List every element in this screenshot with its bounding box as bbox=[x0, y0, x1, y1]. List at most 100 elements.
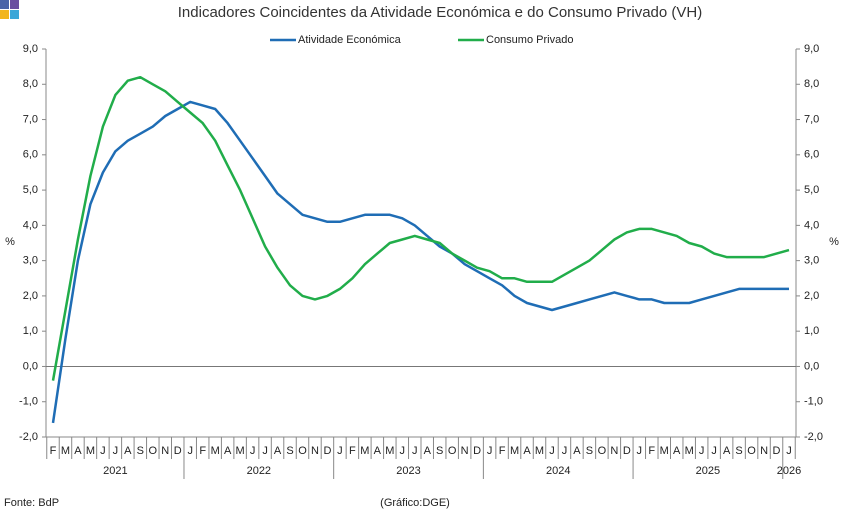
x-tick-label: F bbox=[648, 445, 655, 457]
x-tick-label: J bbox=[699, 445, 705, 457]
x-tick-label: J bbox=[187, 445, 193, 457]
legend-label: Atividade Económica bbox=[298, 34, 402, 46]
logo bbox=[0, 10, 9, 19]
y-tick-label: 1,0 bbox=[23, 325, 38, 337]
x-tick-label: F bbox=[499, 445, 506, 457]
x-tick-label: F bbox=[349, 445, 356, 457]
y-tick-label: 7,0 bbox=[23, 113, 38, 125]
logo bbox=[10, 0, 19, 9]
source: Fonte: BdP bbox=[4, 497, 59, 509]
year-label: 2025 bbox=[696, 465, 720, 477]
x-tick-label: A bbox=[224, 445, 232, 457]
y2-tick-label: 2,0 bbox=[804, 290, 819, 302]
x-tick-label: F bbox=[50, 445, 57, 457]
x-tick-label: A bbox=[124, 445, 132, 457]
x-tick-label: J bbox=[400, 445, 406, 457]
y2-tick-label: 0,0 bbox=[804, 360, 819, 372]
y2-tick-label: 5,0 bbox=[804, 184, 819, 196]
x-tick-label: N bbox=[161, 445, 169, 457]
x-tick-label: M bbox=[510, 445, 519, 457]
y2-axis-label: % bbox=[829, 236, 839, 248]
x-tick-label: J bbox=[337, 445, 343, 457]
chart-title: Indicadores Coincidentes da Atividade Ec… bbox=[178, 4, 702, 21]
x-tick-label: O bbox=[747, 445, 756, 457]
x-tick-label: M bbox=[535, 445, 544, 457]
x-tick-label: N bbox=[311, 445, 319, 457]
y-tick-label: 0,0 bbox=[23, 360, 38, 372]
legend-label: Consumo Privado bbox=[486, 34, 573, 46]
x-tick-label: J bbox=[562, 445, 568, 457]
y-tick-label: 8,0 bbox=[23, 78, 38, 90]
y-tick-label: 9,0 bbox=[23, 43, 38, 55]
x-tick-label: N bbox=[610, 445, 618, 457]
x-tick-label: O bbox=[149, 445, 158, 457]
x-tick-label: J bbox=[786, 445, 792, 457]
y2-tick-label: 6,0 bbox=[804, 149, 819, 161]
y-tick-label: -2,0 bbox=[19, 431, 38, 443]
x-tick-label: A bbox=[573, 445, 581, 457]
x-tick-label: S bbox=[286, 445, 293, 457]
x-tick-label: A bbox=[424, 445, 432, 457]
x-tick-label: S bbox=[436, 445, 443, 457]
x-tick-label: A bbox=[523, 445, 531, 457]
y-tick-label: 5,0 bbox=[23, 184, 38, 196]
x-tick-label: J bbox=[637, 445, 643, 457]
y-tick-label: 3,0 bbox=[23, 255, 38, 267]
x-tick-label: J bbox=[549, 445, 555, 457]
x-tick-label: A bbox=[274, 445, 282, 457]
y2-tick-label: -1,0 bbox=[804, 396, 823, 408]
x-tick-label: A bbox=[374, 445, 382, 457]
y2-tick-label: 3,0 bbox=[804, 255, 819, 267]
logo bbox=[0, 0, 9, 9]
x-tick-label: D bbox=[623, 445, 631, 457]
y-tick-label: -1,0 bbox=[19, 396, 38, 408]
x-tick-label: J bbox=[250, 445, 256, 457]
x-tick-label: M bbox=[211, 445, 220, 457]
year-label: 2021 bbox=[103, 465, 127, 477]
x-tick-label: M bbox=[61, 445, 70, 457]
y2-tick-label: -2,0 bbox=[804, 431, 823, 443]
x-tick-label: J bbox=[262, 445, 268, 457]
x-tick-label: J bbox=[113, 445, 119, 457]
y2-tick-label: 8,0 bbox=[804, 78, 819, 90]
x-tick-label: D bbox=[473, 445, 481, 457]
y-tick-label: 6,0 bbox=[23, 149, 38, 161]
x-tick-label: J bbox=[711, 445, 717, 457]
year-label: 2026 bbox=[777, 465, 801, 477]
y-tick-label: 4,0 bbox=[23, 219, 38, 231]
x-tick-label: A bbox=[74, 445, 82, 457]
line bbox=[51, 100, 789, 424]
y-axis-label: % bbox=[5, 236, 15, 248]
y2-tick-label: 1,0 bbox=[804, 325, 819, 337]
x-tick-label: M bbox=[660, 445, 669, 457]
x-tick-label: J bbox=[487, 445, 493, 457]
x-tick-label: O bbox=[298, 445, 307, 457]
x-tick-label: O bbox=[598, 445, 607, 457]
x-tick-label: S bbox=[735, 445, 742, 457]
x-tick-label: D bbox=[323, 445, 331, 457]
x-tick-label: F bbox=[199, 445, 206, 457]
x-tick-label: M bbox=[236, 445, 245, 457]
x-tick-label: M bbox=[360, 445, 369, 457]
year-label: 2022 bbox=[247, 465, 271, 477]
x-tick-label: N bbox=[760, 445, 768, 457]
x-tick-label: A bbox=[723, 445, 731, 457]
y2-tick-label: 7,0 bbox=[804, 113, 819, 125]
year-label: 2024 bbox=[546, 465, 570, 477]
x-tick-label: J bbox=[412, 445, 418, 457]
line bbox=[51, 75, 790, 381]
x-tick-label: S bbox=[586, 445, 593, 457]
x-tick-label: O bbox=[448, 445, 457, 457]
x-tick-label: S bbox=[137, 445, 144, 457]
x-tick-label: A bbox=[673, 445, 681, 457]
x-tick-label: N bbox=[461, 445, 469, 457]
x-tick-label: J bbox=[100, 445, 106, 457]
x-tick-label: D bbox=[773, 445, 781, 457]
y2-tick-label: 4,0 bbox=[804, 219, 819, 231]
x-tick-label: M bbox=[685, 445, 694, 457]
credit: (Gráfico:DGE) bbox=[380, 497, 450, 509]
logo bbox=[10, 10, 19, 19]
x-tick-label: M bbox=[86, 445, 95, 457]
x-tick-label: M bbox=[385, 445, 394, 457]
